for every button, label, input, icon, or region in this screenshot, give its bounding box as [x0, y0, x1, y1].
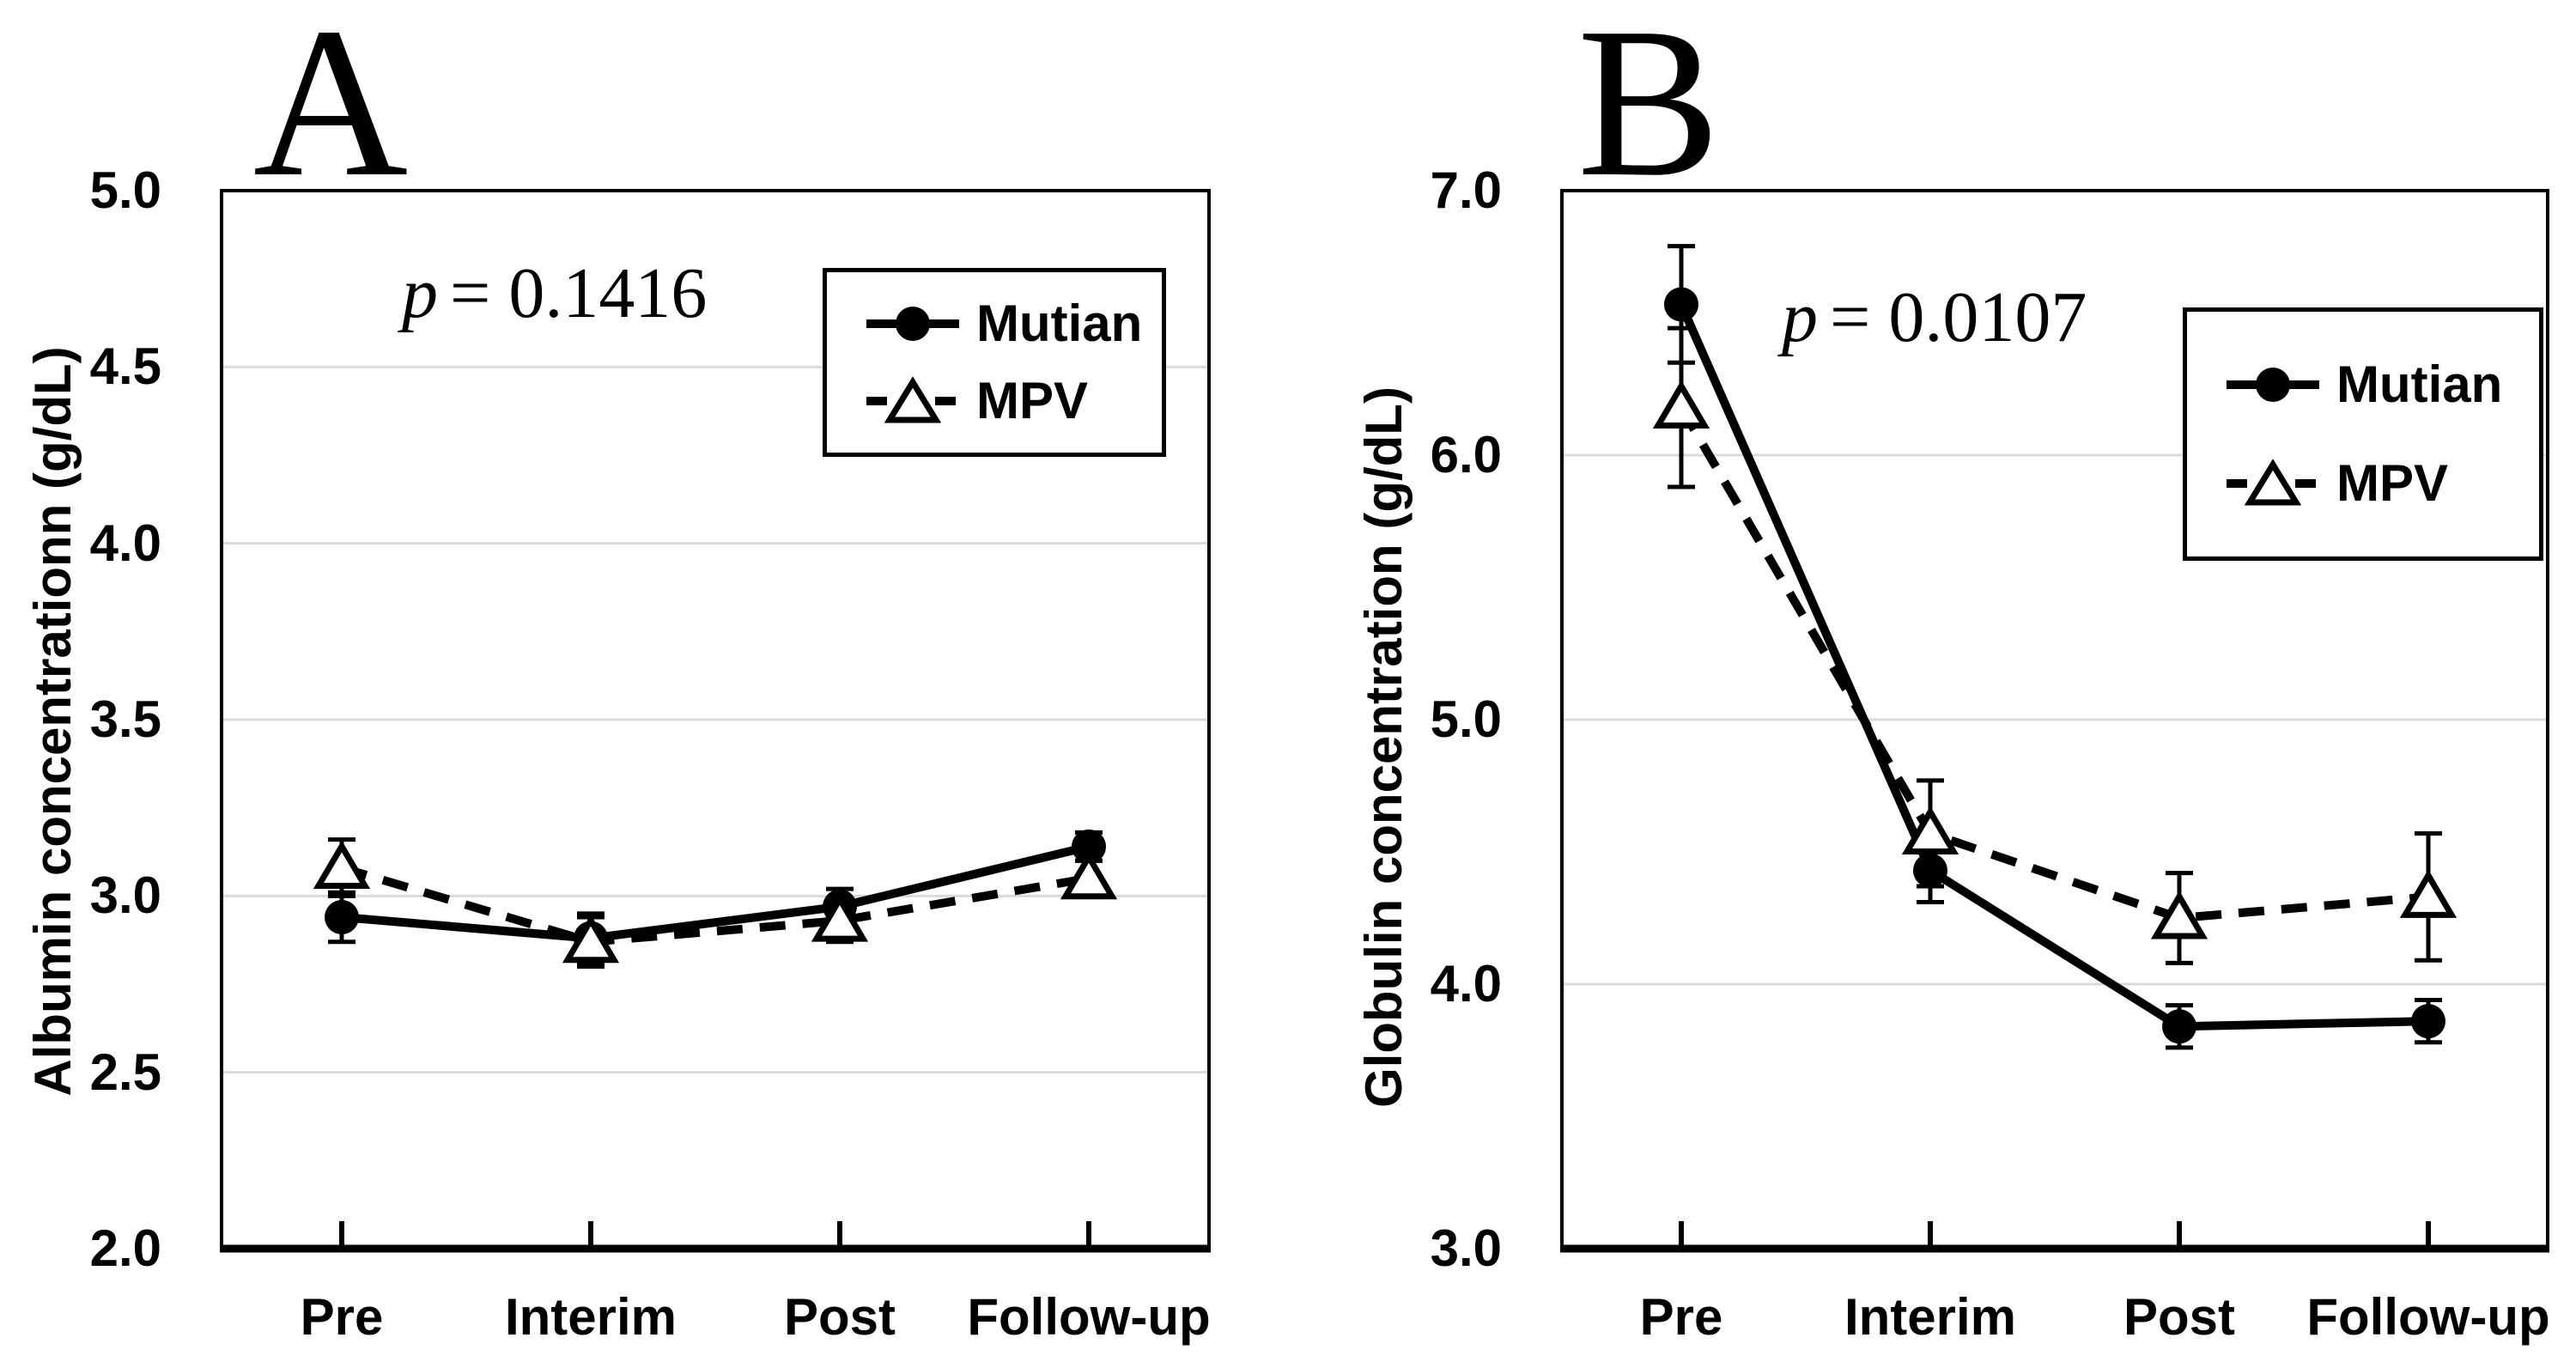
x-category-label: Follow-up [967, 1288, 1211, 1346]
mpv-data-point [562, 914, 620, 964]
mpv-data-point [313, 840, 371, 889]
mutian-data-point [2162, 1009, 2196, 1044]
mutian-solid-circle-icon [866, 307, 959, 341]
panel-a-letter: A [252, 0, 409, 222]
legend-item-mutian: Mutian [861, 298, 1162, 350]
mutian-solid-circle-icon [2227, 368, 2319, 402]
mutian-data-point [325, 899, 359, 934]
y-tick-label: 3.0 [1430, 1219, 1502, 1277]
mpv-data-point [1652, 380, 1710, 429]
mutian-data-point [1072, 829, 1106, 864]
x-category-label: Interim [1844, 1288, 2017, 1346]
y-tick-label: 5.0 [89, 161, 161, 219]
y-tick-label: 7.0 [1430, 161, 1502, 219]
mpv-data-point [1901, 806, 1959, 854]
mpv-dashed-triangle-icon [2227, 459, 2319, 506]
y-tick-label: 2.0 [89, 1219, 161, 1277]
mutian-data-point [1664, 287, 1698, 322]
panel-b-p-value: p = 0.0107 [1782, 282, 2087, 354]
y-tick-label: 6.0 [1430, 426, 1502, 483]
y-tick-label: 5.0 [1430, 690, 1502, 748]
legend-label-mutian: Mutian [976, 295, 1143, 352]
x-category-label: Pre [1639, 1288, 1723, 1346]
mutian-data-point [2411, 1004, 2445, 1039]
legend-item-mutian: Mutian [2221, 359, 2539, 410]
p-symbol: p [402, 253, 438, 333]
y-tick-label: 3.0 [89, 866, 161, 925]
mutian-series-line [1677, 302, 2429, 1031]
y-tick-label: 4.5 [89, 337, 161, 396]
y-tick-label: 2.5 [89, 1043, 161, 1101]
y-tick-label: 4.0 [89, 514, 161, 572]
legend-item-mpv: MPV [861, 375, 1162, 427]
mpv-data-point [2399, 869, 2458, 918]
mpv-data-point [811, 893, 869, 942]
mpv-series-line [1677, 405, 2429, 923]
mutian-series-line [341, 842, 1091, 943]
x-category-label: Post [783, 1288, 896, 1346]
p-value-text: = 0.0107 [1830, 277, 2087, 357]
legend-label-mpv: MPV [2336, 454, 2449, 512]
x-category-label: Pre [300, 1288, 384, 1346]
legend-label-mutian: Mutian [2336, 356, 2503, 413]
y-tick-label: 3.5 [89, 690, 161, 748]
panel-a-legend: Mutian MPV [823, 268, 1166, 457]
mpv-data-point [1060, 850, 1118, 900]
mpv-series-line [340, 863, 1090, 946]
x-category-label: Post [2123, 1288, 2236, 1346]
panel-b-legend: Mutian MPV [2183, 307, 2543, 561]
p-symbol: p [1782, 277, 1818, 357]
legend-item-mpv: MPV [2221, 458, 2539, 509]
legend-label-mpv: MPV [976, 372, 1089, 429]
x-category-label: Interim [504, 1288, 677, 1346]
panel-b-letter: B [1577, 0, 1721, 222]
x-category-label: Follow-up [2306, 1288, 2550, 1346]
mpv-data-point [2150, 891, 2208, 939]
panel-a-p-value: p = 0.1416 [402, 258, 707, 330]
mutian-data-point [1913, 853, 1947, 888]
p-value-text: = 0.1416 [450, 253, 708, 333]
mpv-dashed-triangle-icon [866, 376, 959, 423]
y-tick-label: 4.0 [1430, 955, 1502, 1012]
